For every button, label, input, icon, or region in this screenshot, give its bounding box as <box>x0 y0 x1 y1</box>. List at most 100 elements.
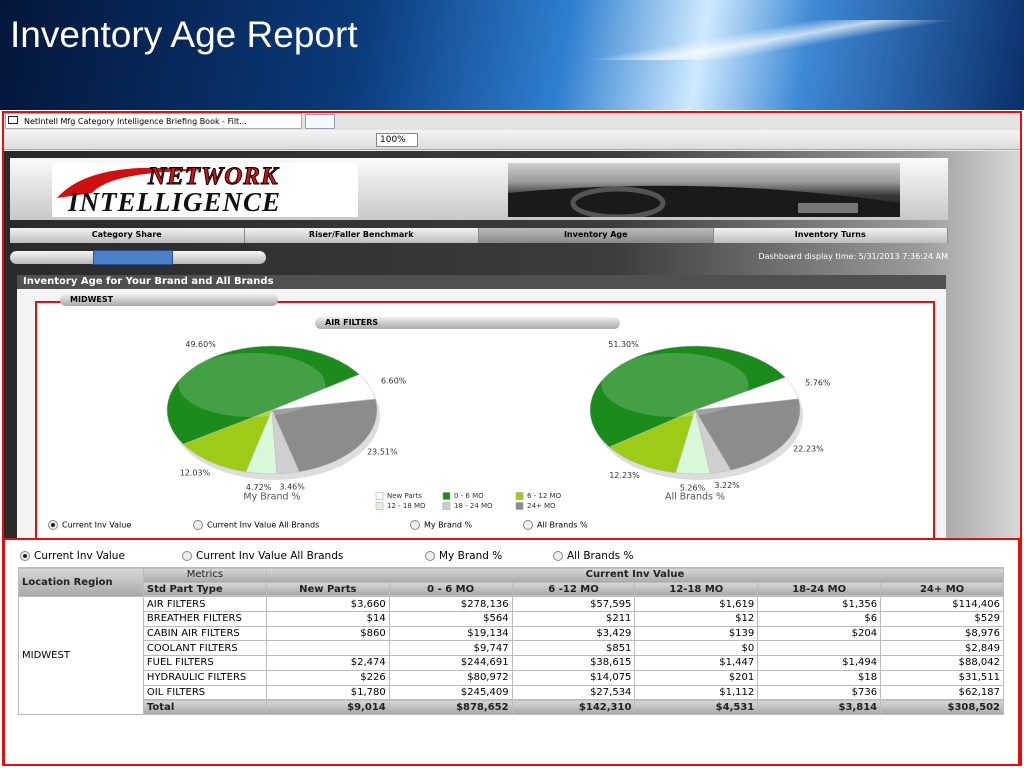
value-cell: $9,747 <box>388 640 513 657</box>
value-cell: $139 <box>634 625 759 642</box>
value-cell: $14,075 <box>511 669 636 686</box>
product-dropdown[interactable]: AIR FILTERS <box>315 317 620 329</box>
pie-label: 6.60% <box>381 376 407 385</box>
value-cell: $1,356 <box>757 596 882 613</box>
header-cell: Current Inv Value <box>265 567 1005 583</box>
value-cell: $6 <box>757 611 882 627</box>
pie-label: 5.26% <box>680 483 706 492</box>
value-cell: $308,502 <box>880 699 1004 715</box>
region-dropdown[interactable]: MIDWEST <box>60 294 278 306</box>
radio-option[interactable]: Current Inv Value All Brands <box>193 520 319 530</box>
radio-option[interactable]: Current Inv Value <box>48 520 131 530</box>
value-cell: $1,112 <box>634 684 759 701</box>
radio-option[interactable]: All Brands % <box>523 520 588 530</box>
radio-label: Current Inv Value All Brands <box>207 520 320 530</box>
header-cell: Location Region <box>18 566 144 598</box>
value-cell: $18 <box>757 669 882 686</box>
pie-label: 51.30% <box>608 340 639 349</box>
radio-button[interactable] <box>553 551 563 561</box>
part-cell: AIR FILTERS <box>142 596 267 613</box>
value-cell: $8,976 <box>880 625 1004 642</box>
radio-button[interactable] <box>425 551 435 561</box>
legend-swatch <box>515 492 524 500</box>
value-cell: $142,310 <box>511 699 636 715</box>
radio-option[interactable]: Current Inv Value <box>20 550 125 562</box>
column-header: 6 -12 MO <box>511 581 636 598</box>
value-cell: $204 <box>757 625 882 642</box>
header-cell: Metrics <box>142 567 267 583</box>
pie-label: 49.60% <box>185 340 216 349</box>
data-row: OIL FILTERS $1,780 $245,409 $27,534 $1,112 $7… <box>19 684 1004 701</box>
legend-swatch <box>442 492 451 500</box>
radio-option[interactable]: Current Inv Value All Brands <box>182 550 343 562</box>
part-cell: COOLANT FILTERS <box>142 640 267 657</box>
dashboard-tab[interactable]: Category Share <box>10 228 245 243</box>
value-cell: $1,494 <box>757 655 882 671</box>
part-cell: CABIN AIR FILTERS <box>142 625 267 642</box>
value-cell: $2,474 <box>265 655 390 671</box>
logo-swoosh <box>57 167 202 198</box>
logo-box <box>52 163 358 217</box>
dashboard-tab[interactable]: Riser/Faller Benchmark <box>244 228 479 243</box>
pie-wedge <box>589 345 786 448</box>
legend-label: 18 - 24 MO <box>454 502 493 510</box>
radio-button[interactable] <box>182 551 192 561</box>
value-cell: $278,136 <box>388 596 513 613</box>
value-cell: $14 <box>265 611 390 627</box>
value-cell: $12 <box>634 611 759 627</box>
steering-wheel <box>570 186 666 217</box>
part-cell: BREATHER FILTERS <box>142 611 267 627</box>
header-cell: Std Part Type <box>142 581 267 598</box>
tab[interactable]: NetIntell Mfg Category Intelligence Brie… <box>5 113 302 129</box>
legend-label: 12 - 18 MO <box>387 502 426 510</box>
radio-option[interactable]: All Brands % <box>553 550 633 562</box>
radio-button[interactable] <box>523 520 533 530</box>
column-header: 18-24 MO <box>757 581 882 598</box>
table-container: Location Region Metrics Current Inv Value S… <box>18 566 1005 715</box>
value-cell: $27,534 <box>511 684 636 701</box>
slider-thumb[interactable] <box>93 250 173 265</box>
console <box>798 203 858 213</box>
pie-shine <box>178 353 326 417</box>
radio-button[interactable] <box>193 520 203 530</box>
pie-wedge <box>271 398 378 473</box>
new-tab[interactable] <box>305 114 335 129</box>
radio-option[interactable]: My Brand % <box>410 520 472 530</box>
radio-button[interactable] <box>410 520 420 530</box>
value-cell: $736 <box>757 684 882 701</box>
slide-title: Inventory Age Report <box>10 14 358 55</box>
pie-wedge <box>166 345 360 445</box>
pie-wedge <box>694 398 801 471</box>
value-cell: $878,652 <box>388 699 513 715</box>
value-cell: $226 <box>265 669 390 686</box>
header-row: Location Region Metrics Current Inv Value <box>18 566 1005 598</box>
zoom-box[interactable]: 100% <box>376 133 418 147</box>
radio-label: My Brand % <box>424 520 473 530</box>
part-cell: FUEL FILTERS <box>142 655 267 671</box>
column-header: 24+ MO <box>880 581 1004 598</box>
legend-label: 24+ MO <box>527 502 556 510</box>
total-row: Total $9,014 $878,652 $142,310 $4,531 $3,814 $… <box>19 699 1004 715</box>
banner-streak <box>520 20 1020 60</box>
value-cell: $9,014 <box>265 699 390 715</box>
value-cell: $57,595 <box>511 596 636 613</box>
pie-label: 3.22% <box>714 481 740 490</box>
value-cell: $1,447 <box>634 655 759 671</box>
part-cell: HYDRAULIC FILTERS <box>142 669 267 686</box>
value-cell <box>757 640 882 657</box>
pie-label: 3.46% <box>279 483 305 492</box>
header-row: Std Part Type New Parts 0 - 6 MO 6 -12 MO 12… <box>19 581 1004 598</box>
value-cell: $244,691 <box>388 655 513 671</box>
pie-label: 12.23% <box>609 471 640 480</box>
dashboard-tab[interactable]: Inventory Turns <box>713 228 948 243</box>
radio-option[interactable]: My Brand % <box>425 550 502 562</box>
value-cell: $245,409 <box>388 684 513 701</box>
dashboard-tab[interactable]: Inventory Age <box>479 228 714 243</box>
value-cell: $0 <box>634 640 759 657</box>
radio-button[interactable] <box>20 551 30 561</box>
radio-button[interactable] <box>48 520 58 530</box>
region-cell: MIDWEST <box>18 596 144 715</box>
radio-row: Current Inv Value Current Inv Value All B… <box>48 520 928 532</box>
part-cell: OIL FILTERS <box>142 684 267 701</box>
pie-charts: 6.60% 49.60% 12.03% 4.72% 3.46% 23.51% My Bran… <box>166 340 831 510</box>
